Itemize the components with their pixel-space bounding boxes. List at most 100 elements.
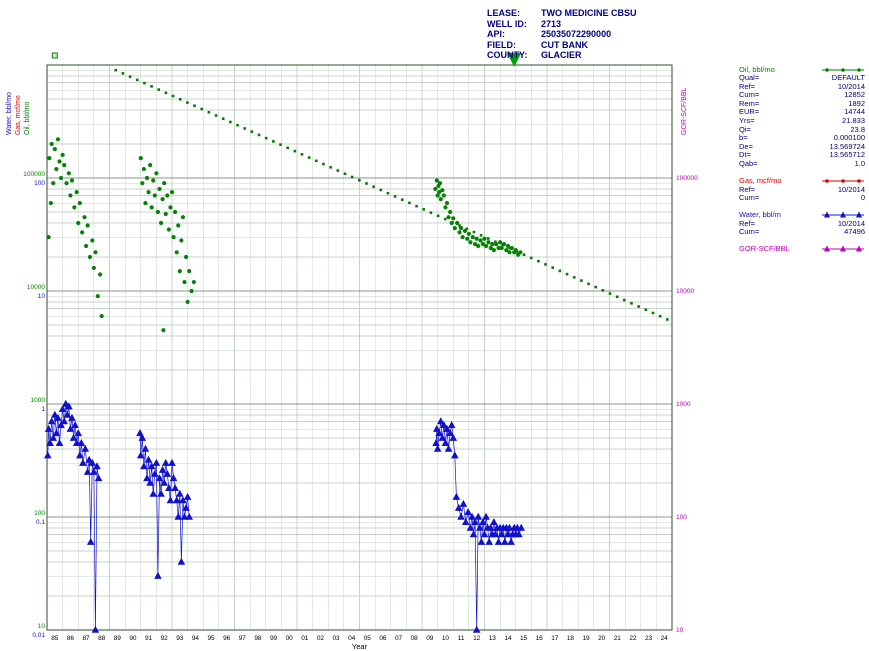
svg-text:1000: 1000 xyxy=(676,401,691,408)
header-value-field: CUT BANK xyxy=(541,39,588,50)
svg-text:91: 91 xyxy=(145,635,153,642)
svg-text:08: 08 xyxy=(411,635,419,642)
legend-row-oil: Qi= 23.8 xyxy=(739,124,865,135)
svg-text:1: 1 xyxy=(41,406,45,413)
legend-row-label: Cum= xyxy=(739,193,760,203)
svg-text:06: 06 xyxy=(379,635,387,642)
svg-text:98: 98 xyxy=(254,635,262,642)
svg-text:100: 100 xyxy=(34,180,45,187)
legend-row-value: 21.833 xyxy=(842,115,865,125)
header-label-county: COUNTY: xyxy=(487,50,528,60)
legend-section-header-water: Water, bbl/m xyxy=(739,210,865,220)
legend-row-value: 13.569724 xyxy=(829,141,865,151)
svg-text:19: 19 xyxy=(582,635,590,642)
legend-row-label: Qi= xyxy=(739,124,751,134)
legend-swatch-oil-icon xyxy=(822,67,864,72)
svg-text:17: 17 xyxy=(551,635,559,642)
svg-text:20: 20 xyxy=(598,635,606,642)
legend-row-oil: Rem= 1892 xyxy=(739,98,865,109)
grid xyxy=(46,64,673,631)
header-row-lease: LEASE: TWO MEDICINE CBSU xyxy=(487,8,637,19)
legend-section-header-gas: Gas, mcf/mo xyxy=(739,176,865,186)
svg-text:1000: 1000 xyxy=(31,397,46,404)
svg-text:15: 15 xyxy=(520,635,528,642)
annotations xyxy=(51,52,522,67)
legend-row-label: Rem= xyxy=(739,98,760,108)
svg-text:11: 11 xyxy=(458,635,465,642)
header-value-county: GLACIER xyxy=(541,50,582,60)
legend-swatch-gor-icon xyxy=(822,245,864,252)
legend-row-oil: b= 0.000100 xyxy=(739,134,865,143)
svg-text:86: 86 xyxy=(67,635,75,642)
legend-row-oil: Yrs= 21.833 xyxy=(739,115,865,126)
legend-row-label: Ref= xyxy=(739,218,756,228)
legend-panel: Oil, bbl/mo Qual= DEFAULT Ref= 10/2014 Cum= 12… xyxy=(739,64,865,261)
header-row-well-id: WELL ID: 2713 xyxy=(487,19,637,30)
svg-text:04: 04 xyxy=(348,635,356,642)
svg-text:0.1: 0.1 xyxy=(36,519,45,526)
legend-row-label: Cum= xyxy=(739,90,760,100)
axis-tick-labels: 85 86 87 88 89 90 91 92 93 94 95 96 97 98 99 00 01 02 03 04… xyxy=(23,171,698,642)
legend-row-value: 14744 xyxy=(844,107,865,117)
legend-row-oil: EUR= 14744 xyxy=(739,108,865,117)
svg-text:0.01: 0.01 xyxy=(32,632,45,639)
legend-row-gas: Cum= 0 xyxy=(739,194,865,203)
svg-text:03: 03 xyxy=(332,635,340,642)
svg-text:01: 01 xyxy=(301,635,309,642)
svg-text:05: 05 xyxy=(364,635,372,642)
svg-text:100000: 100000 xyxy=(23,171,45,178)
legend-row-value: 10/2014 xyxy=(837,184,865,194)
legend-row-value: 23.8 xyxy=(850,124,865,134)
svg-text:92: 92 xyxy=(161,635,169,642)
header-label-api: API: xyxy=(487,29,505,39)
svg-text:95: 95 xyxy=(207,635,215,642)
svg-text:87: 87 xyxy=(82,635,90,642)
legend-row-value: 10/2014 xyxy=(837,81,865,91)
svg-text:24: 24 xyxy=(661,635,669,642)
legend-row-value: 1892 xyxy=(848,98,865,108)
svg-text:99: 99 xyxy=(270,635,278,642)
legend-row-label: Ref= xyxy=(739,184,756,194)
y-axis-title-gor: GOR-SCF/BBL xyxy=(681,87,688,135)
header-row-field: FIELD: CUT BANK xyxy=(487,40,637,51)
svg-text:14: 14 xyxy=(504,635,512,642)
legend-section-header-gor: GOR-SCF/BBL xyxy=(739,244,865,254)
legend-row-value: DEFAULT xyxy=(831,73,865,82)
svg-text:93: 93 xyxy=(176,635,184,642)
svg-text:10: 10 xyxy=(38,293,46,300)
legend-section-gor: GOR-SCF/BBL xyxy=(739,244,865,254)
svg-text:22: 22 xyxy=(629,635,637,642)
legend-row-label: Dt= xyxy=(739,150,751,160)
header-value-api: 25035072290000 xyxy=(541,29,612,39)
legend-swatch-gas-icon xyxy=(822,179,864,183)
legend-series-name-gas: Gas, mcf/mo xyxy=(739,176,782,186)
x-axis-title: Year xyxy=(352,642,368,651)
legend-series-name-gor: GOR-SCF/BBL xyxy=(739,244,790,254)
legend-row-oil: Qab= 1.0 xyxy=(739,158,865,169)
oil-rate-series xyxy=(46,137,523,333)
header-value-lease: TWO MEDICINE CBSU xyxy=(541,8,637,18)
y-axis-title-water: Water, bbl/mo xyxy=(6,92,13,135)
svg-text:85: 85 xyxy=(51,635,59,642)
svg-text:10: 10 xyxy=(38,623,46,630)
y-axis-title-oil: Oil, bbl/mo xyxy=(24,101,31,135)
legend-row-oil: Ref= 10/2014 xyxy=(739,81,865,92)
svg-text:10000: 10000 xyxy=(27,284,45,291)
legend-row-label: Ref= xyxy=(739,81,756,91)
svg-text:100: 100 xyxy=(34,510,45,517)
svg-text:100000: 100000 xyxy=(676,175,698,182)
legend-row-oil: Dt= 13.565712 xyxy=(739,151,865,160)
svg-text:10: 10 xyxy=(676,627,684,634)
legend-row-label: Qab= xyxy=(739,158,758,168)
svg-text:07: 07 xyxy=(395,635,403,642)
svg-text:96: 96 xyxy=(223,635,231,642)
legend-row-value: 13.565712 xyxy=(829,150,865,160)
legend-section-gas: Gas, mcf/mo Ref= 10/2014 Cum= 0 xyxy=(739,176,865,203)
legend-series-name-oil: Oil, bbl/mo xyxy=(739,64,775,74)
ref-date-marker-icon xyxy=(507,53,522,67)
legend-row-water: Ref= 10/2014 xyxy=(739,218,865,229)
header-value-well-id: 2713 xyxy=(541,18,562,29)
svg-text:09: 09 xyxy=(426,635,434,642)
